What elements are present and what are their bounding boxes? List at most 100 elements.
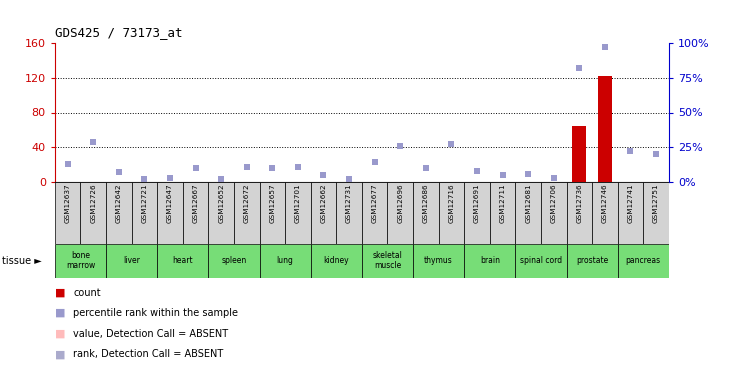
Point — [368, 159, 380, 165]
Text: GSM12657: GSM12657 — [269, 184, 276, 224]
Bar — [336, 182, 362, 244]
Bar — [55, 182, 80, 244]
Text: ■: ■ — [55, 308, 65, 318]
Text: spinal cord: spinal cord — [520, 256, 562, 265]
Text: GSM12721: GSM12721 — [141, 184, 148, 224]
Point — [240, 164, 253, 170]
Text: GSM12662: GSM12662 — [320, 184, 327, 224]
Text: rank, Detection Call = ABSENT: rank, Detection Call = ABSENT — [73, 350, 224, 359]
Bar — [439, 182, 464, 244]
Point — [420, 165, 431, 171]
Text: skeletal
muscle: skeletal muscle — [373, 251, 402, 270]
Text: GSM12736: GSM12736 — [576, 184, 583, 224]
Text: GSM12716: GSM12716 — [448, 184, 455, 224]
Bar — [362, 182, 387, 244]
Text: count: count — [73, 288, 101, 297]
Point — [113, 169, 124, 175]
Bar — [567, 244, 618, 278]
Bar — [157, 182, 183, 244]
Point — [471, 168, 482, 174]
Text: GSM12726: GSM12726 — [90, 184, 96, 224]
Bar — [567, 182, 592, 244]
Text: GDS425 / 73173_at: GDS425 / 73173_at — [55, 26, 182, 39]
Text: ■: ■ — [55, 350, 65, 359]
Bar — [80, 182, 106, 244]
Text: ■: ■ — [55, 288, 65, 297]
Bar — [208, 244, 260, 278]
Bar — [260, 244, 311, 278]
Point — [573, 65, 585, 71]
Bar — [464, 244, 515, 278]
Point — [522, 171, 534, 177]
Text: GSM12696: GSM12696 — [397, 184, 404, 224]
Bar — [618, 182, 643, 244]
Bar — [515, 244, 567, 278]
Point — [496, 172, 508, 178]
Point — [394, 143, 406, 149]
Bar — [592, 182, 618, 244]
Bar — [413, 244, 464, 278]
Bar — [234, 182, 260, 244]
Point — [343, 176, 355, 182]
Point — [87, 139, 99, 145]
Text: lung: lung — [276, 256, 294, 265]
Point — [317, 172, 329, 178]
Text: brain: brain — [480, 256, 500, 265]
Text: GSM12642: GSM12642 — [115, 184, 122, 224]
Bar — [413, 182, 439, 244]
Bar — [311, 182, 336, 244]
Point — [624, 148, 636, 154]
Point — [548, 175, 559, 181]
Point — [164, 175, 175, 181]
Text: GSM12672: GSM12672 — [243, 184, 250, 224]
Text: bone
marrow: bone marrow — [66, 251, 95, 270]
Point — [292, 164, 303, 170]
Text: percentile rank within the sample: percentile rank within the sample — [73, 308, 238, 318]
Text: liver: liver — [123, 256, 140, 265]
Point — [445, 141, 458, 147]
Point — [61, 161, 73, 167]
Bar — [541, 182, 567, 244]
Bar — [598, 76, 612, 182]
Text: pancreas: pancreas — [626, 256, 661, 265]
Bar — [464, 182, 490, 244]
Text: GSM12681: GSM12681 — [525, 184, 531, 224]
Bar — [490, 182, 515, 244]
Text: value, Detection Call = ABSENT: value, Detection Call = ABSENT — [73, 329, 228, 339]
Text: GSM12677: GSM12677 — [371, 184, 378, 224]
Point — [138, 176, 150, 182]
Bar — [285, 182, 311, 244]
Text: prostate: prostate — [576, 256, 608, 265]
Bar — [260, 182, 285, 244]
Text: GSM12746: GSM12746 — [602, 184, 608, 224]
Text: GSM12667: GSM12667 — [192, 184, 199, 224]
Bar — [618, 244, 669, 278]
Bar — [387, 182, 413, 244]
Text: GSM12647: GSM12647 — [167, 184, 173, 224]
Text: spleen: spleen — [221, 256, 246, 265]
Bar — [132, 182, 157, 244]
Bar — [643, 182, 669, 244]
Bar — [362, 244, 413, 278]
Text: tissue ►: tissue ► — [2, 256, 42, 266]
Bar — [208, 182, 234, 244]
Text: GSM12691: GSM12691 — [474, 184, 480, 224]
Text: heart: heart — [173, 256, 193, 265]
Text: GSM12741: GSM12741 — [627, 184, 634, 224]
Bar — [183, 182, 208, 244]
Bar — [106, 244, 157, 278]
Text: GSM12637: GSM12637 — [64, 184, 71, 224]
Point — [650, 151, 662, 157]
Text: GSM12706: GSM12706 — [550, 184, 557, 224]
Text: GSM12686: GSM12686 — [423, 184, 429, 224]
Point — [215, 176, 227, 182]
Bar — [55, 244, 106, 278]
Point — [189, 165, 201, 171]
Point — [266, 165, 278, 171]
Text: GSM12711: GSM12711 — [499, 184, 506, 224]
Bar — [106, 182, 132, 244]
Text: GSM12731: GSM12731 — [346, 184, 352, 224]
Text: kidney: kidney — [323, 256, 349, 265]
Text: GSM12751: GSM12751 — [653, 184, 659, 224]
Text: GSM12701: GSM12701 — [295, 184, 301, 224]
